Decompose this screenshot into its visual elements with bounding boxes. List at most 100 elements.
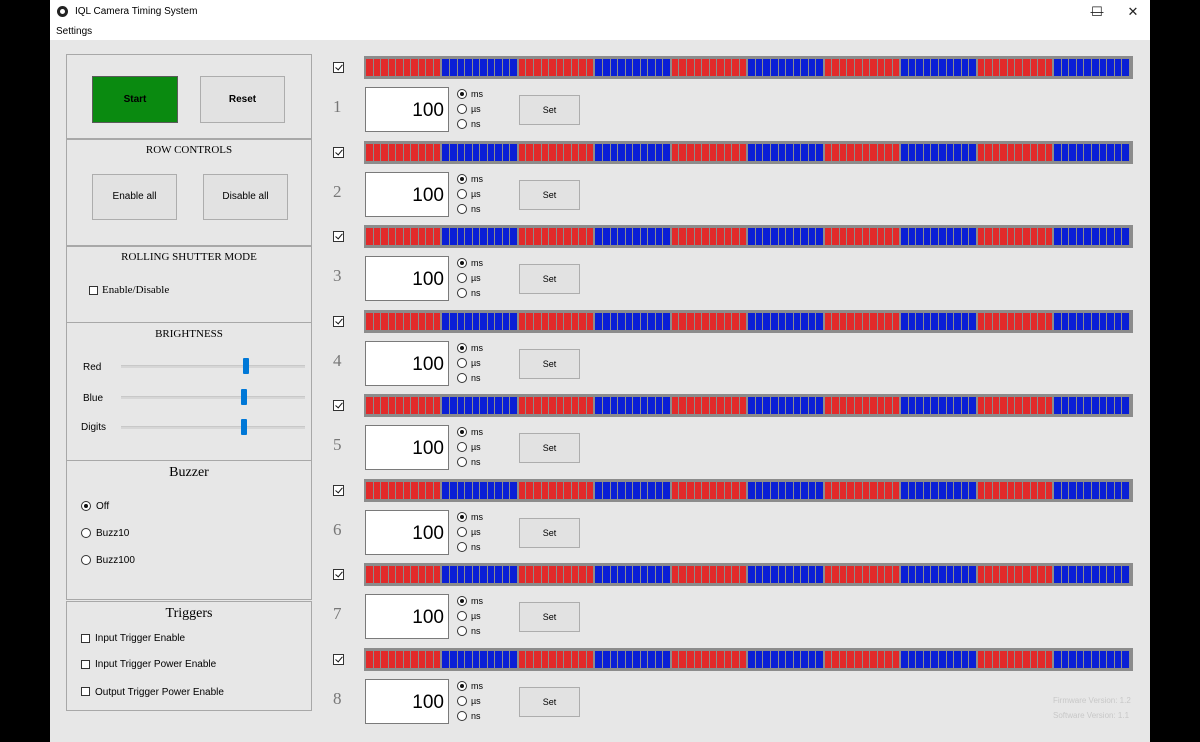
- brightness-red-slider[interactable]: [243, 358, 250, 374]
- led-segment: [648, 566, 655, 583]
- row-enable-checkbox[interactable]: [333, 569, 344, 580]
- led-segment: [411, 312, 418, 330]
- triggers-title: Triggers: [165, 606, 213, 621]
- reset-button[interactable]: Reset: [200, 76, 285, 123]
- time-value-input[interactable]: 100: [365, 87, 449, 132]
- unit-ms-radio[interactable]: [457, 258, 467, 268]
- set-button[interactable]: Set: [519, 602, 580, 632]
- unit-us-radio[interactable]: [457, 695, 467, 706]
- led-segment: [465, 481, 472, 499]
- led-segment: [1045, 650, 1053, 668]
- unit-ns-radio[interactable]: [457, 626, 467, 636]
- row-controls-title: ROW CONTROLS: [145, 144, 233, 156]
- output-trigger-power-enable-checkbox[interactable]: [81, 687, 90, 696]
- set-button[interactable]: Set: [519, 433, 580, 463]
- row-enable-checkbox[interactable]: [333, 231, 344, 242]
- led-segment: [763, 397, 770, 414]
- row-enable-checkbox[interactable]: [333, 146, 344, 158]
- led-segment: [1007, 59, 1015, 76]
- unit-ms-radio[interactable]: [457, 173, 467, 184]
- led-segment: [1099, 59, 1107, 76]
- unit-us-radio[interactable]: [457, 273, 467, 283]
- unit-ms-radio[interactable]: [457, 511, 467, 522]
- unit-ms-radio[interactable]: [457, 427, 467, 437]
- set-button[interactable]: Set: [519, 517, 580, 548]
- led-segment: [855, 481, 862, 499]
- disable-all-button[interactable]: Disable all: [203, 174, 288, 220]
- led-segment: [457, 566, 465, 583]
- menu-settings[interactable]: Settings: [56, 26, 93, 37]
- led-segment: [571, 650, 579, 668]
- brightness-digits-slider[interactable]: [241, 419, 248, 435]
- unit-us-radio[interactable]: [457, 104, 467, 114]
- unit-ns-radio[interactable]: [457, 203, 467, 214]
- led-segment: [396, 397, 403, 414]
- unit-ms-radio[interactable]: [457, 596, 467, 606]
- time-value-input[interactable]: 100: [365, 594, 449, 639]
- unit-ns-radio[interactable]: [457, 288, 467, 298]
- set-button[interactable]: Set: [519, 95, 580, 125]
- time-value-input[interactable]: 100: [365, 509, 449, 555]
- time-value-input[interactable]: 100: [365, 171, 449, 217]
- row-enable-checkbox[interactable]: [333, 484, 344, 496]
- unit-us-radio[interactable]: [457, 526, 467, 537]
- input-trigger-enable-checkbox[interactable]: [81, 634, 90, 643]
- led-segment: [526, 397, 534, 414]
- led-segment: [433, 481, 441, 499]
- set-button[interactable]: Set: [519, 264, 580, 294]
- unit-ns-radio[interactable]: [457, 372, 467, 383]
- unit-ms-radio[interactable]: [457, 89, 467, 99]
- led-segment: [763, 650, 770, 668]
- brightness-blue-slider[interactable]: [241, 389, 248, 405]
- unit-ns-radio[interactable]: [457, 710, 467, 721]
- time-value-input[interactable]: 100: [365, 256, 449, 301]
- led-segment: [426, 312, 433, 330]
- set-button[interactable]: Set: [519, 348, 580, 379]
- set-button[interactable]: Set: [519, 686, 580, 717]
- input-trigger-power-enable-checkbox[interactable]: [81, 660, 90, 669]
- unit-ns-radio[interactable]: [457, 119, 467, 129]
- buzzer-off-radio[interactable]: [81, 501, 91, 511]
- close-button[interactable]: ✕: [1127, 4, 1139, 19]
- time-value-input[interactable]: 100: [365, 678, 449, 724]
- buzzer-buzz10-radio[interactable]: [81, 528, 91, 538]
- led-segment: [1099, 566, 1107, 583]
- maximize-button[interactable]: ☐: [1091, 4, 1103, 19]
- brightness-title: BRIGHTNESS: [155, 328, 223, 340]
- led-segment: [663, 397, 670, 414]
- row-enable-checkbox[interactable]: [333, 653, 344, 665]
- minimize-button[interactable]: —: [1090, 4, 1104, 19]
- enable-all-button[interactable]: Enable all: [92, 174, 177, 220]
- row-enable-checkbox[interactable]: [333, 315, 344, 327]
- led-segment: [556, 397, 564, 414]
- time-value-input[interactable]: 100: [365, 340, 449, 386]
- row-enable-checkbox[interactable]: [333, 400, 344, 411]
- led-segment: [648, 143, 655, 161]
- unit-us-radio[interactable]: [457, 442, 467, 452]
- rolling-shutter-checkbox[interactable]: [89, 286, 98, 295]
- start-button[interactable]: Start: [92, 76, 178, 123]
- led-segment: [595, 481, 602, 499]
- set-button[interactable]: Set: [519, 179, 580, 210]
- unit-ms-radio[interactable]: [457, 342, 467, 353]
- led-segment: [1054, 397, 1061, 414]
- led-segment: [748, 481, 755, 499]
- led-segment: [786, 650, 793, 668]
- led-segment: [610, 397, 618, 414]
- unit-ns-radio[interactable]: [457, 457, 467, 467]
- row-enable-checkbox[interactable]: [333, 62, 344, 73]
- unit-ms-radio[interactable]: [457, 680, 467, 691]
- unit-us-radio[interactable]: [457, 611, 467, 621]
- time-value-input[interactable]: 100: [365, 425, 449, 470]
- led-segment: [450, 228, 457, 245]
- buzzer-buzz100-radio[interactable]: [81, 555, 91, 565]
- led-segment: [480, 397, 487, 414]
- unit-us-radio[interactable]: [457, 188, 467, 199]
- unit-ns-label: ns: [471, 626, 481, 636]
- unit-ns-radio[interactable]: [457, 541, 467, 552]
- led-segment: [1114, 650, 1122, 668]
- unit-us-radio[interactable]: [457, 357, 467, 368]
- led-segment: [571, 143, 579, 161]
- led-segment: [495, 59, 502, 76]
- led-segment: [977, 650, 985, 668]
